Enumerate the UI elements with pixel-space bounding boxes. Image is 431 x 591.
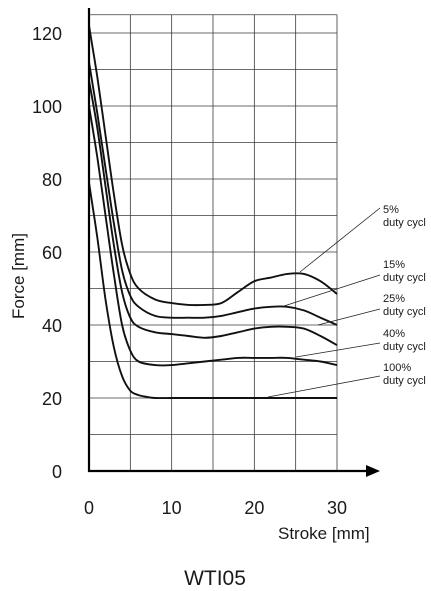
y-tick-label: 0 bbox=[52, 462, 62, 482]
annotation-leader-line bbox=[267, 375, 381, 398]
annotation-duty-text: duty cycl bbox=[383, 375, 426, 387]
annotation-leader-line bbox=[299, 207, 381, 273]
annotation-percent: 100% bbox=[383, 362, 411, 374]
x-tick-label: 10 bbox=[162, 498, 182, 518]
annotation-label: 100% duty cycl bbox=[383, 362, 426, 387]
curve-100-percent bbox=[88, 182, 337, 400]
y-tick-label: 120 bbox=[32, 24, 62, 44]
curve-5-percent bbox=[88, 25, 338, 307]
x-tick-label: 0 bbox=[84, 498, 94, 518]
y-axis-label: Force [mm] bbox=[9, 233, 28, 319]
x-tick-label: 30 bbox=[327, 498, 347, 518]
axes bbox=[87, 8, 380, 477]
annotation-label: 40% duty cycl bbox=[383, 328, 426, 353]
y-tick-label: 60 bbox=[42, 243, 62, 263]
annotation-leaders bbox=[267, 207, 381, 398]
y-tick-label: 40 bbox=[42, 316, 62, 336]
curve-40-percent bbox=[88, 105, 338, 367]
y-tick-label: 20 bbox=[42, 389, 62, 409]
curves bbox=[88, 25, 338, 400]
chart-caption: WTI05 bbox=[184, 567, 246, 590]
annotation-percent: 40% bbox=[383, 328, 405, 340]
x-axis-label: Stroke [mm] bbox=[278, 524, 370, 543]
x-axis-arrowhead bbox=[366, 465, 380, 477]
annotation-label: 15% duty cycl bbox=[383, 259, 426, 284]
annotation-leader-line bbox=[283, 274, 381, 307]
curve-25-percent bbox=[88, 80, 338, 346]
annotation-leader-line bbox=[295, 342, 381, 358]
annotation-duty-text: duty cycl bbox=[383, 217, 426, 229]
annotation-duty-text: duty cycl bbox=[383, 272, 426, 284]
annotation-label: 25% duty cycl bbox=[383, 293, 426, 318]
annotation-duty-text: duty cycl bbox=[383, 306, 426, 318]
grid bbox=[89, 14, 338, 471]
annotation-percent: 5% bbox=[383, 204, 399, 216]
tick-labels: 0 20 40 60 80 100 120 0 10 20 30 bbox=[32, 24, 347, 518]
x-tick-label: 20 bbox=[244, 498, 264, 518]
annotation-duty-text: duty cycl bbox=[383, 341, 426, 353]
annotation-label: 5% duty cycl bbox=[383, 204, 426, 229]
y-tick-label: 80 bbox=[42, 170, 62, 190]
y-tick-label: 100 bbox=[32, 97, 62, 117]
annotation-percent: 15% bbox=[383, 259, 405, 271]
curve-15-percent bbox=[88, 62, 338, 326]
annotation-leader-line bbox=[317, 308, 381, 326]
annotation-percent: 25% bbox=[383, 293, 405, 305]
